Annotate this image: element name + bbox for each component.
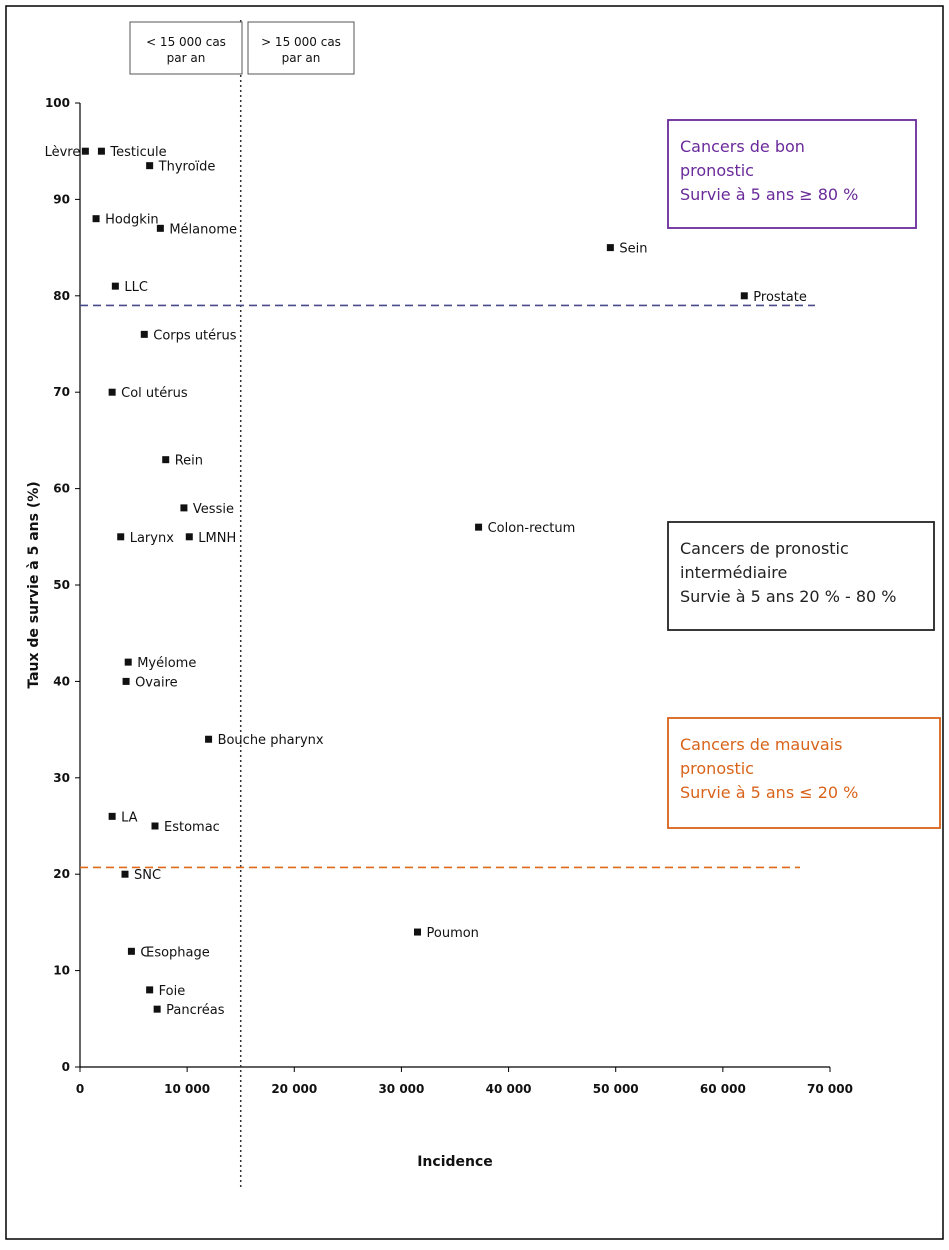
- data-point: [127, 947, 135, 955]
- data-point-label: Bouche pharynx: [218, 733, 324, 748]
- data-point: [92, 215, 100, 223]
- good-prognosis-box-text: pronostic: [680, 161, 754, 180]
- good-prognosis-box-text: Survie à 5 ans ≥ 80 %: [680, 185, 858, 204]
- data-point-label: Rein: [175, 454, 203, 469]
- data-point-label: Poumon: [427, 926, 479, 941]
- intermediate-prognosis-box-text: intermédiaire: [680, 563, 787, 582]
- data-point: [180, 504, 188, 512]
- data-point-label: Lèvre: [45, 145, 81, 160]
- data-point-label: Mélanome: [169, 222, 237, 237]
- data-point-label: Testicule: [109, 145, 166, 160]
- data-point: [124, 658, 132, 666]
- y-tick-label: 10: [53, 964, 70, 978]
- data-point: [121, 870, 129, 878]
- data-point: [97, 147, 105, 155]
- data-point-label: LMNH: [198, 531, 236, 546]
- y-axis-label: Taux de survie à 5 ans (%): [26, 481, 42, 688]
- data-point-label: Myélome: [137, 656, 196, 671]
- data-point-label: Pancréas: [166, 1003, 225, 1018]
- intermediate-prognosis-box-text: Cancers de pronostic: [680, 539, 849, 558]
- x-axis-label: Incidence: [417, 1154, 493, 1170]
- data-point: [108, 812, 116, 820]
- y-tick-label: 30: [53, 771, 70, 785]
- intermediate-prognosis-box-text: Survie à 5 ans 20 % - 80 %: [680, 587, 896, 606]
- data-point: [81, 147, 89, 155]
- y-tick-label: 0: [62, 1060, 70, 1074]
- poor-prognosis-box-text: Cancers de mauvais: [680, 735, 842, 754]
- y-tick-label: 20: [53, 867, 70, 881]
- y-tick-label: 40: [53, 674, 70, 688]
- data-point: [156, 224, 164, 232]
- y-tick-label: 70: [53, 385, 70, 399]
- data-point: [111, 282, 119, 290]
- data-point-label: LA: [121, 810, 138, 825]
- data-point: [414, 928, 421, 936]
- data-point-label: Colon-rectum: [488, 521, 576, 536]
- data-point-label: SNC: [134, 868, 161, 883]
- data-point: [153, 1005, 161, 1013]
- data-point: [146, 162, 154, 170]
- y-tick-label: 90: [53, 192, 70, 206]
- data-point: [205, 735, 213, 743]
- poor-prognosis-box: [667, 717, 941, 829]
- data-point: [740, 292, 748, 300]
- data-point: [475, 523, 483, 531]
- high-incidence-label: par an: [282, 51, 321, 65]
- data-point-label: Larynx: [130, 531, 174, 546]
- low-incidence-box: [129, 21, 243, 75]
- data-point-label: Œsophage: [140, 945, 209, 960]
- data-point: [140, 330, 148, 338]
- x-tick-label: 10 000: [164, 1082, 210, 1096]
- y-tick-label: 60: [53, 482, 70, 496]
- data-point-label: Estomac: [164, 820, 220, 835]
- data-point: [122, 677, 130, 685]
- data-point: [146, 986, 154, 994]
- high-incidence-label: > 15 000 cas: [261, 35, 341, 49]
- data-point-label: Prostate: [753, 290, 807, 305]
- x-tick-label: 50 000: [593, 1082, 639, 1096]
- x-tick-label: 30 000: [378, 1082, 424, 1096]
- y-tick-label: 50: [53, 578, 70, 592]
- x-tick-label: 40 000: [486, 1082, 532, 1096]
- data-point: [606, 244, 614, 252]
- poor-prognosis-box-text: Survie à 5 ans ≤ 20 %: [680, 783, 858, 802]
- data-point-label: Vessie: [193, 502, 234, 517]
- data-point-label: Ovaire: [135, 675, 178, 690]
- low-incidence-label: par an: [167, 51, 206, 65]
- y-tick-label: 80: [53, 289, 70, 303]
- data-point-label: Sein: [619, 242, 647, 257]
- x-tick-label: 70 000: [807, 1082, 853, 1096]
- data-point-label: Col utérus: [121, 386, 188, 401]
- data-point: [162, 456, 170, 464]
- data-point: [151, 822, 159, 830]
- high-incidence-box: [247, 21, 355, 75]
- data-point-label: Foie: [159, 984, 186, 999]
- x-tick-label: 20 000: [271, 1082, 317, 1096]
- data-point-label: Corps utérus: [153, 328, 236, 343]
- data-point: [108, 388, 116, 396]
- good-prognosis-box-text: Cancers de bon: [680, 137, 805, 156]
- low-incidence-label: < 15 000 cas: [146, 35, 226, 49]
- good-prognosis-box: [667, 119, 917, 229]
- poor-prognosis-box-text: pronostic: [680, 759, 754, 778]
- x-tick-label: 60 000: [700, 1082, 746, 1096]
- data-point: [117, 533, 125, 541]
- data-point: [185, 533, 193, 541]
- x-tick-label: 0: [76, 1082, 84, 1096]
- data-point-label: Thyroïde: [158, 160, 216, 175]
- y-tick-label: 100: [45, 96, 70, 110]
- data-point-label: Hodgkin: [105, 213, 159, 228]
- data-point-label: LLC: [124, 280, 148, 295]
- intermediate-prognosis-box: [667, 521, 935, 631]
